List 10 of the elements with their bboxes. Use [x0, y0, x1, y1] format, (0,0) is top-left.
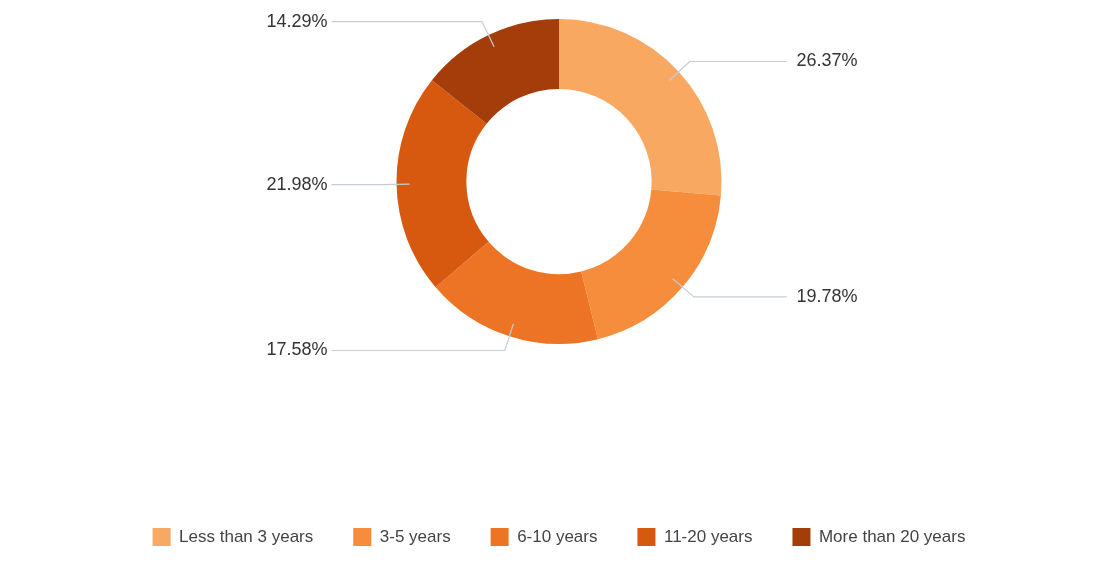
data-label: 17.58% [266, 339, 328, 360]
data-label: 21.98% [266, 173, 328, 194]
data-label: 19.78% [796, 285, 858, 306]
data-label: 26.37% [796, 50, 858, 71]
legend-label: 3-5 years [379, 526, 451, 546]
legend-label: 11-20 years [663, 526, 753, 546]
legend-label: 6-10 years [517, 526, 598, 546]
legend-label: Less than 3 years [179, 526, 314, 546]
legend-label: More than 20 years [818, 526, 966, 546]
data-label: 14.29% [266, 10, 328, 31]
